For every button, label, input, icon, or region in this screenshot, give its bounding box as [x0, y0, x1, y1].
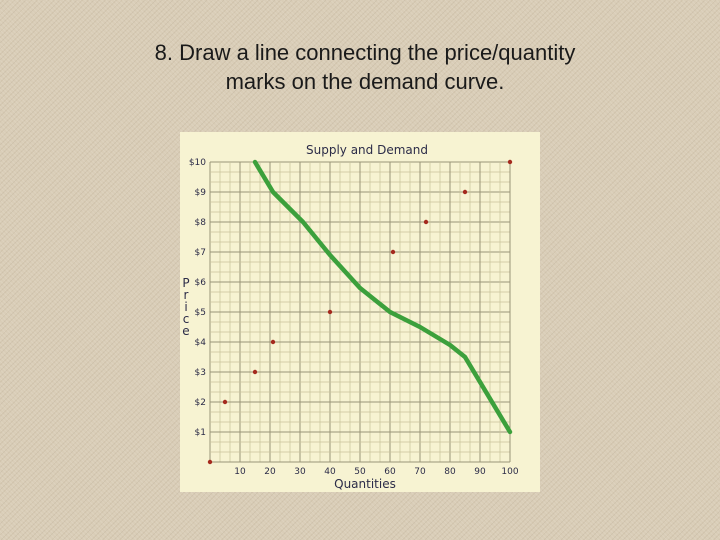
y-tick-label: $2: [195, 398, 206, 408]
x-tick-label: 60: [384, 467, 396, 477]
price-quantity-mark: [327, 309, 333, 315]
x-tick-labels: 10 20 30 40 50 60 70 80 90 100: [234, 467, 519, 477]
chart-panel: Supply and Demand 10 20 30 40 50 60 70 80 90 100 …: [180, 132, 540, 492]
y-tick-labels: $1 $2 $3 $4 $5 $6 $7 $8 $9 $10: [189, 158, 206, 438]
price-quantity-mark: [270, 339, 276, 345]
chart-grid: [209, 161, 511, 463]
x-tick-label: 70: [414, 467, 426, 477]
x-tick-label: 90: [474, 467, 486, 477]
y-axis-label-letter: r: [184, 288, 189, 302]
y-tick-label: $3: [195, 368, 206, 378]
y-tick-label: $5: [195, 308, 206, 318]
x-tick-label: 100: [501, 467, 518, 477]
x-tick-label: 40: [324, 467, 336, 477]
y-tick-label: $10: [189, 158, 206, 168]
x-tick-label: 10: [234, 467, 246, 477]
price-quantity-mark: [252, 369, 258, 375]
x-tick-label: 50: [354, 467, 366, 477]
slide-title: 8. Draw a line connecting the price/quan…: [154, 40, 576, 94]
price-quantity-marks: [207, 159, 513, 465]
y-tick-label: $7: [195, 248, 206, 258]
y-tick-label: $9: [195, 188, 207, 198]
demand-curve-group: [252, 159, 513, 435]
demand-curve-line: [252, 159, 513, 435]
y-axis-label-letter: P: [182, 276, 189, 290]
y-tick-label: $4: [195, 338, 207, 348]
y-axis-label-letter: c: [183, 312, 190, 326]
price-quantity-mark: [222, 399, 228, 405]
x-tick-label: 20: [264, 467, 276, 477]
y-axis-label-letter: i: [184, 300, 187, 314]
price-quantity-mark: [423, 219, 429, 225]
chart-title: Supply and Demand: [306, 143, 428, 157]
x-tick-label: 80: [444, 467, 456, 477]
y-tick-label: $1: [195, 428, 206, 438]
x-tick-label: 30: [294, 467, 306, 477]
y-tick-label: $8: [195, 218, 207, 228]
y-tick-label: $6: [195, 278, 207, 288]
price-quantity-mark: [507, 159, 513, 165]
price-quantity-mark: [390, 249, 396, 255]
price-quantity-mark: [207, 459, 213, 465]
y-axis-label-letter: e: [182, 324, 189, 338]
x-axis-label: Quantities: [334, 477, 396, 491]
price-quantity-mark: [462, 189, 468, 195]
supply-demand-chart: Supply and Demand 10 20 30 40 50 60 70 80 90 100 …: [182, 143, 519, 491]
